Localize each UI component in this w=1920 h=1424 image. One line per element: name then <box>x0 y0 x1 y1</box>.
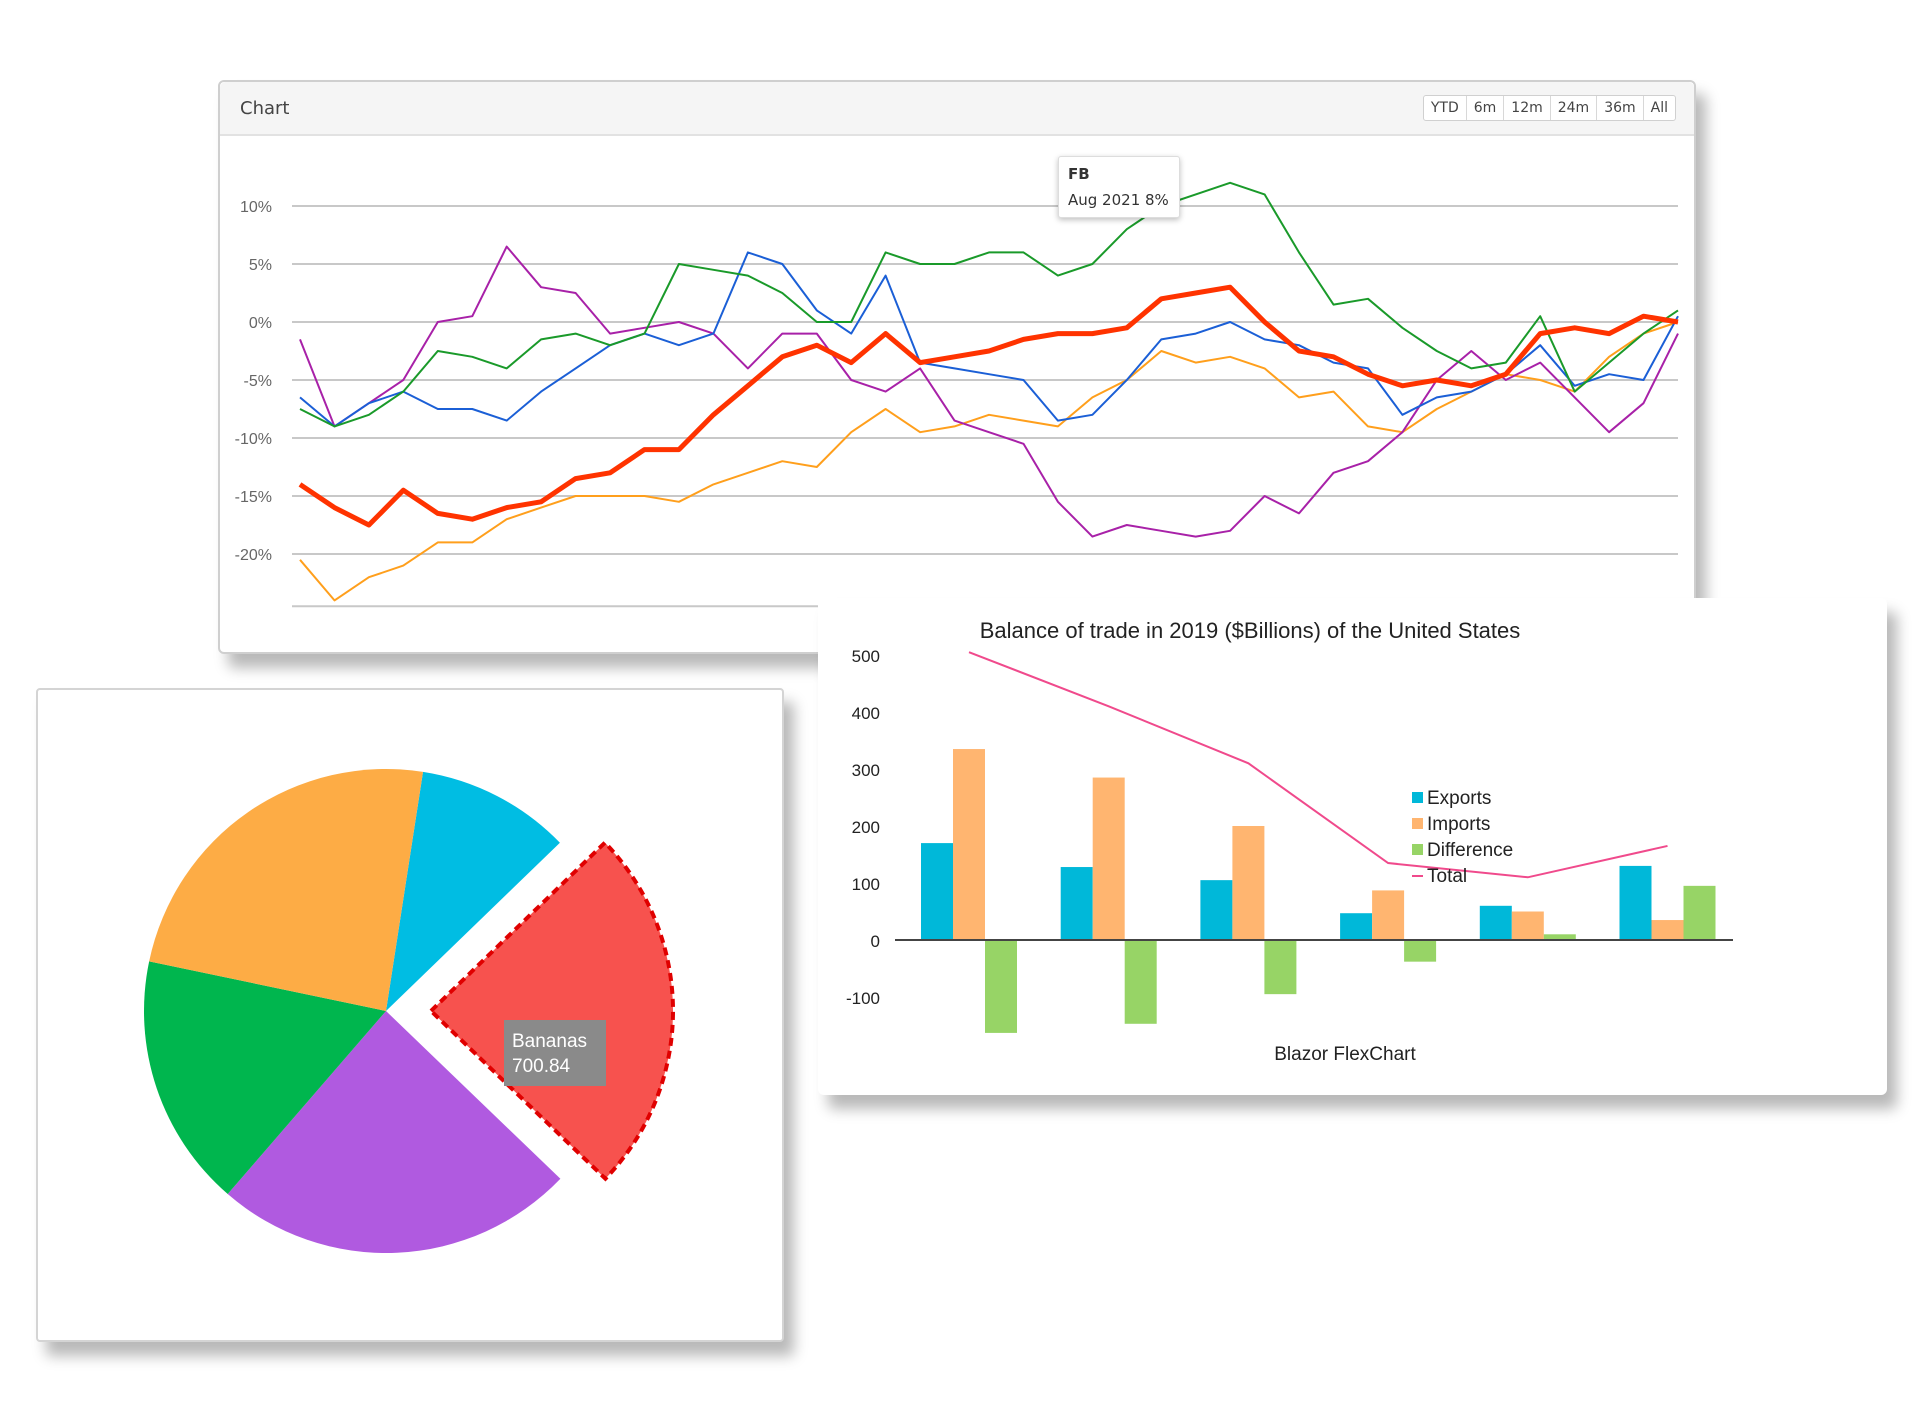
bar-difference <box>1264 940 1297 995</box>
slice-tooltip-name: Bananas <box>512 1031 587 1052</box>
bar-imports <box>1372 890 1405 940</box>
y-tick-label: 200 <box>852 818 880 837</box>
bar-difference <box>1543 934 1576 940</box>
y-tick-label: 0 <box>871 932 880 951</box>
pie-chart: Bananas 700.84 <box>143 769 675 1253</box>
bar-exports <box>1060 867 1093 940</box>
bar-chart-panel: Balance of trade in 2019 ($Billions) of … <box>818 598 1887 1095</box>
bar-exports <box>921 843 953 940</box>
pie-slice[interactable] <box>386 771 560 1011</box>
range-12m-button[interactable]: 12m <box>1504 96 1551 120</box>
slice-tooltip-box <box>504 1020 606 1086</box>
bar-difference <box>1124 940 1157 1024</box>
bar-imports <box>1651 920 1684 940</box>
bar-exports <box>1479 905 1512 940</box>
legend-label: Exports <box>1427 788 1491 809</box>
range-24m-button[interactable]: 24m <box>1551 96 1598 120</box>
tooltip-series: FB <box>1068 165 1090 183</box>
series-line <box>299 181 1679 428</box>
pie-slice-bananas[interactable] <box>428 839 675 1182</box>
legend-swatch-exports <box>1412 792 1423 803</box>
y-tick-label: 5% <box>249 257 272 274</box>
chart-header: Chart YTD 6m 12m 24m 36m All <box>220 82 1694 136</box>
bar-exports <box>1619 865 1652 940</box>
legend-label: Difference <box>1427 840 1513 861</box>
y-tick-label: 100 <box>852 875 880 894</box>
tooltip-text: Aug 2021 8% <box>1068 191 1169 209</box>
chart-title: Balance of trade in 2019 ($Billions) of … <box>980 618 1521 643</box>
x-axis-title: Blazor FlexChart <box>1274 1044 1416 1065</box>
y-tick-label: 10% <box>240 199 272 216</box>
legend-swatch-imports <box>1412 818 1423 829</box>
slice-tooltip-value: 700.84 <box>512 1056 571 1077</box>
range-selector: YTD 6m 12m 24m 36m All <box>1422 95 1676 121</box>
y-tick-label: 300 <box>852 761 880 780</box>
bar-imports <box>1511 911 1544 940</box>
bar-exports <box>1340 913 1373 940</box>
y-tick-label: 0% <box>249 315 272 332</box>
y-tick-label: -100 <box>846 989 880 1008</box>
bar-difference <box>1404 940 1437 962</box>
pie-slice[interactable] <box>149 769 424 1011</box>
legend-label: Total <box>1427 866 1467 887</box>
y-tick-label: -15% <box>235 489 272 506</box>
y-tick-label: -20% <box>235 547 272 564</box>
pie-chart-panel: Bananas 700.84 <box>36 688 784 1342</box>
pie-slice[interactable] <box>143 961 386 1195</box>
y-tick-label: 500 <box>852 647 880 666</box>
bar-imports <box>1232 826 1265 940</box>
range-all-button[interactable]: All <box>1650 100 1668 116</box>
series-line <box>298 284 1679 528</box>
range-6m-button[interactable]: 6m <box>1467 96 1505 120</box>
series-line <box>299 245 1679 538</box>
series-line-total <box>968 651 1668 879</box>
bar-chart: Balance of trade in 2019 ($Billions) of … <box>846 618 1733 1065</box>
pie-slice[interactable] <box>227 1011 561 1253</box>
line-chart: 10% 5% 0% -5% -10% -15% -20% <box>235 181 1679 608</box>
bar-difference <box>1683 885 1716 940</box>
y-tick-label: -10% <box>235 431 272 448</box>
legend-swatch-difference <box>1412 844 1423 855</box>
bar-imports <box>1092 777 1125 940</box>
range-ytd-button[interactable]: YTD <box>1424 96 1467 120</box>
y-tick-label: -5% <box>244 373 272 390</box>
range-36m-button[interactable]: 36m <box>1597 96 1644 120</box>
chart-tooltip: FB Aug 2021 8% <box>1058 156 1180 218</box>
y-tick-label: 400 <box>852 704 880 723</box>
bar-exports <box>1200 880 1233 940</box>
series-line <box>299 251 1679 428</box>
stock-chart-panel: Chart YTD 6m 12m 24m 36m All 10% 5% 0% -5% -… <box>218 80 1696 654</box>
chart-header-title: Chart <box>240 98 290 119</box>
bar-difference <box>985 940 1017 1033</box>
bar-imports <box>953 749 985 940</box>
series-line <box>299 321 1679 602</box>
legend-label: Imports <box>1427 814 1490 835</box>
